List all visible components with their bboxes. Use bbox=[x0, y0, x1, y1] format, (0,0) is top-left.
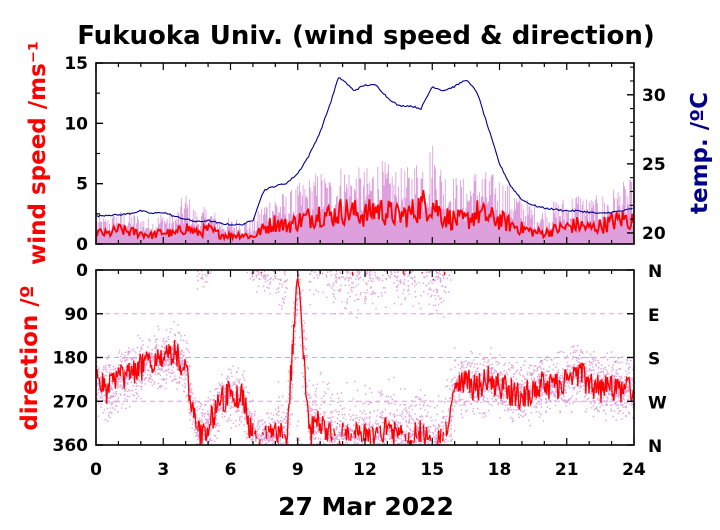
y-tick-label: 15 bbox=[64, 54, 88, 74]
wind-speed-mean-line bbox=[96, 189, 635, 242]
x-axis-label: 27 Mar 2022 bbox=[278, 492, 454, 521]
temperature-y-ticks: 20 25 30 bbox=[627, 66, 666, 244]
x-tick-label: 6 bbox=[225, 460, 237, 480]
x-tick-label: 15 bbox=[420, 460, 444, 480]
wind-speed-panel: 0 5 10 15 20 25 30 wind speed /ms⁻¹ temp. /ºC bbox=[25, 41, 713, 265]
y-tick-label: 90 bbox=[64, 305, 88, 325]
chart-title: Fukuoka Univ. (wind speed & direction) bbox=[77, 21, 655, 51]
y-tick-label: 0 bbox=[76, 261, 88, 281]
y2-tick-label: 20 bbox=[642, 224, 666, 244]
wind-speed-axis-label: wind speed /ms⁻¹ bbox=[25, 41, 51, 265]
y-tick-label: 360 bbox=[53, 436, 89, 456]
compass-y-ticks: N E S W N bbox=[627, 262, 667, 457]
y-tick-label: 0 bbox=[76, 235, 88, 255]
x-tick-label: 18 bbox=[488, 460, 512, 480]
y2-tick-label: 30 bbox=[642, 86, 666, 106]
x-tick-label: 3 bbox=[157, 460, 169, 480]
x-tick-label: 21 bbox=[555, 460, 579, 480]
y2-tick-label: 25 bbox=[642, 155, 666, 175]
x-tick-label: 24 bbox=[622, 460, 646, 480]
wind-direction-panel: 0 90 180 270 360 N E S W N 0 3 6 9 12 15 18 21 24 direct… bbox=[17, 261, 667, 480]
compass-tick-label: N bbox=[648, 262, 662, 282]
y-tick-label: 10 bbox=[64, 114, 88, 134]
compass-tick-label: S bbox=[648, 350, 660, 370]
direction-axis-label: direction /º bbox=[17, 285, 43, 430]
wind-speed-x-ticks bbox=[95, 63, 635, 244]
direction-mean-line bbox=[96, 270, 635, 446]
compass-tick-label: N bbox=[648, 437, 662, 457]
compass-tick-label: W bbox=[648, 393, 667, 413]
x-tick-label: 9 bbox=[292, 460, 304, 480]
y-tick-label: 180 bbox=[53, 349, 89, 369]
temperature-line bbox=[96, 77, 633, 226]
y-tick-label: 270 bbox=[53, 392, 89, 412]
wind-speed-y-ticks: 0 5 10 15 bbox=[64, 54, 103, 255]
direction-y-ticks: 0 90 180 270 360 bbox=[53, 261, 103, 456]
compass-tick-label: E bbox=[648, 306, 660, 326]
x-tick-label: 0 bbox=[90, 460, 102, 480]
temperature-axis-label: temp. /ºC bbox=[687, 92, 713, 214]
time-x-ticks: 0 3 6 9 12 15 18 21 24 bbox=[90, 270, 646, 480]
direction-mean-path bbox=[96, 270, 635, 446]
y-tick-label: 5 bbox=[76, 175, 88, 195]
x-tick-label: 12 bbox=[353, 460, 377, 480]
